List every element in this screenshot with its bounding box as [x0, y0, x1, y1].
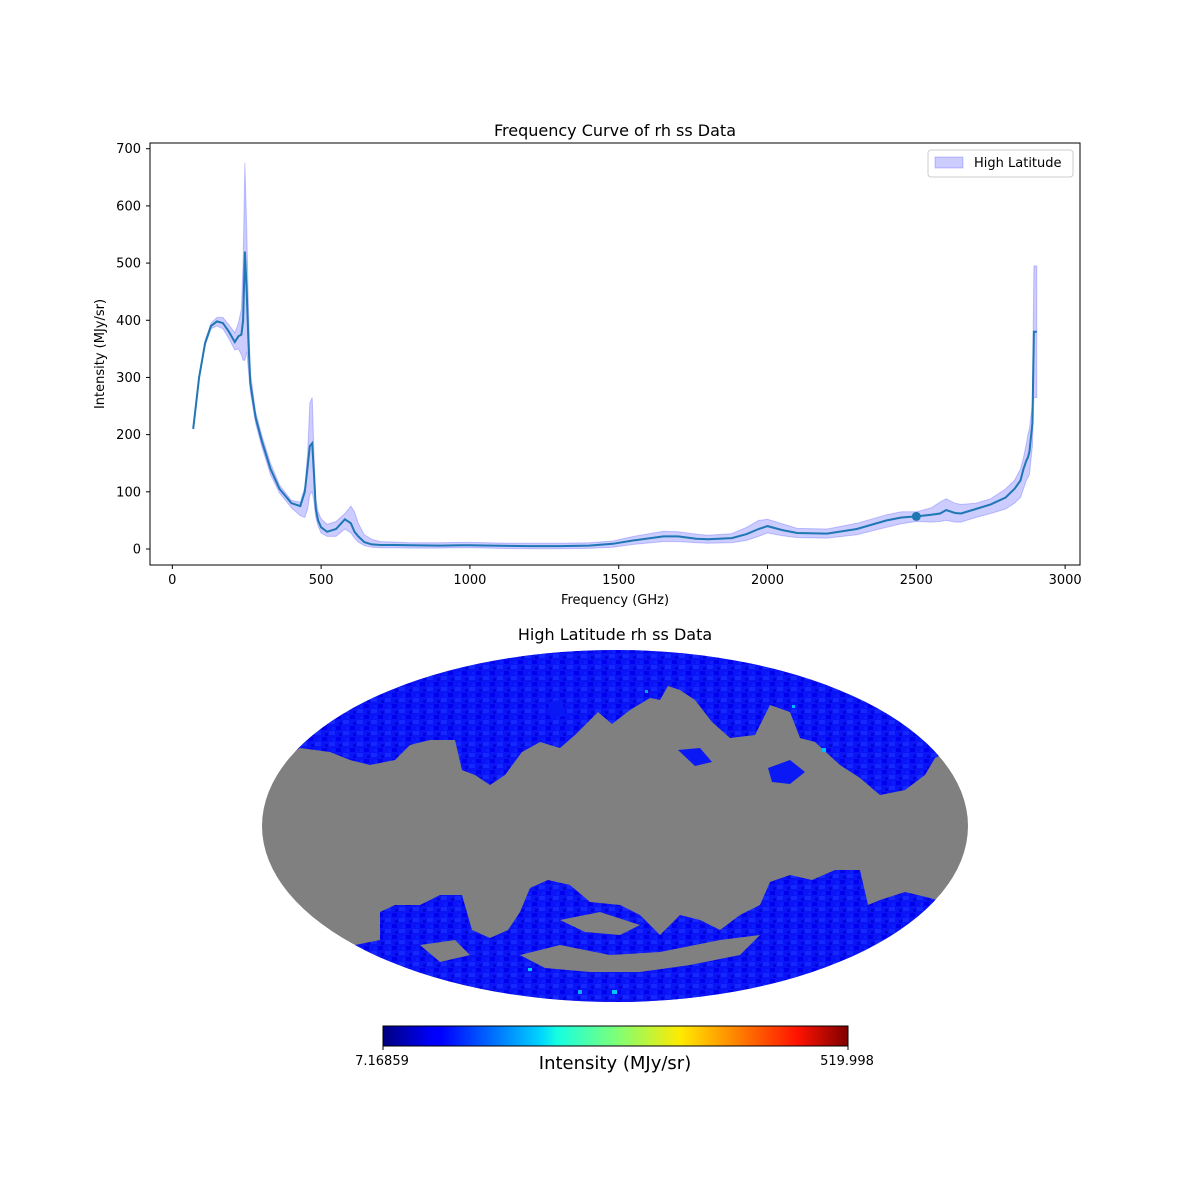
hotspot-pixel — [792, 705, 795, 708]
north-region — [262, 650, 968, 795]
y-axis-ticks: 0 100 200 300 400 500 600 700 — [116, 142, 150, 557]
y-tick-label: 600 — [116, 199, 141, 214]
x-tick-label: 0 — [168, 573, 176, 588]
x-tick-label: 2000 — [751, 573, 784, 588]
y-tick-label: 700 — [116, 142, 141, 157]
axes-frame — [149, 142, 1081, 566]
x-tick-label: 1000 — [453, 573, 486, 588]
x-tick-label: 500 — [309, 573, 334, 588]
colorbar-max-label: 519.998 — [820, 1054, 874, 1069]
south-gap-3 — [420, 940, 470, 962]
legend-label-high-latitude: High Latitude — [974, 156, 1062, 171]
x-axis-ticks: 0 500 1000 1500 2000 2500 3000 — [168, 565, 1082, 588]
north-island-3 — [548, 700, 566, 718]
series-line-mean — [192, 251, 1037, 548]
colorbar-label: Intensity (MJy/sr) — [539, 1053, 691, 1074]
north-island-1 — [678, 748, 712, 766]
y-tick-label: 200 — [116, 428, 141, 443]
x-axis-label: Frequency (GHz) — [561, 593, 669, 608]
mollweide-map: High Latitude rh ss Data — [262, 625, 968, 1074]
y-tick-label: 500 — [116, 257, 141, 272]
south-gap-2 — [560, 912, 640, 935]
legend-frame — [927, 149, 1074, 178]
frequency-chart: Frequency Curve of rh ss Data 0 500 1000 15… — [93, 121, 1082, 608]
map-title: High Latitude rh ss Data — [518, 625, 712, 644]
x-tick-label: 1500 — [602, 573, 635, 588]
colorbar-min-label: 7.16859 — [355, 1054, 409, 1069]
plot-area — [150, 143, 1080, 565]
hotspot-pixel — [528, 968, 532, 971]
hotspot-pixel — [822, 748, 826, 752]
y-tick-label: 300 — [116, 371, 141, 386]
legend-swatch — [934, 156, 964, 169]
x-tick-label: 2500 — [900, 573, 933, 588]
highlight-point — [911, 511, 921, 521]
x-tick-label: 3000 — [1049, 573, 1082, 588]
y-tick-label: 100 — [116, 485, 141, 500]
hotspot-pixel — [578, 990, 582, 994]
south-gap-1 — [520, 935, 760, 972]
y-axis-label: Intensity (MJy/sr) — [93, 299, 108, 409]
hotspot-pixel — [612, 990, 617, 994]
south-region — [262, 870, 968, 1002]
colorbar — [382, 1025, 849, 1047]
north-island-2 — [768, 760, 805, 784]
y-tick-label: 400 — [116, 314, 141, 329]
hotspot-pixel — [645, 690, 648, 693]
legend: High Latitude — [927, 149, 1074, 178]
y-tick-label: 0 — [133, 542, 141, 557]
chart-title: Frequency Curve of rh ss Data — [494, 121, 736, 140]
map-data-regions — [262, 650, 968, 1002]
